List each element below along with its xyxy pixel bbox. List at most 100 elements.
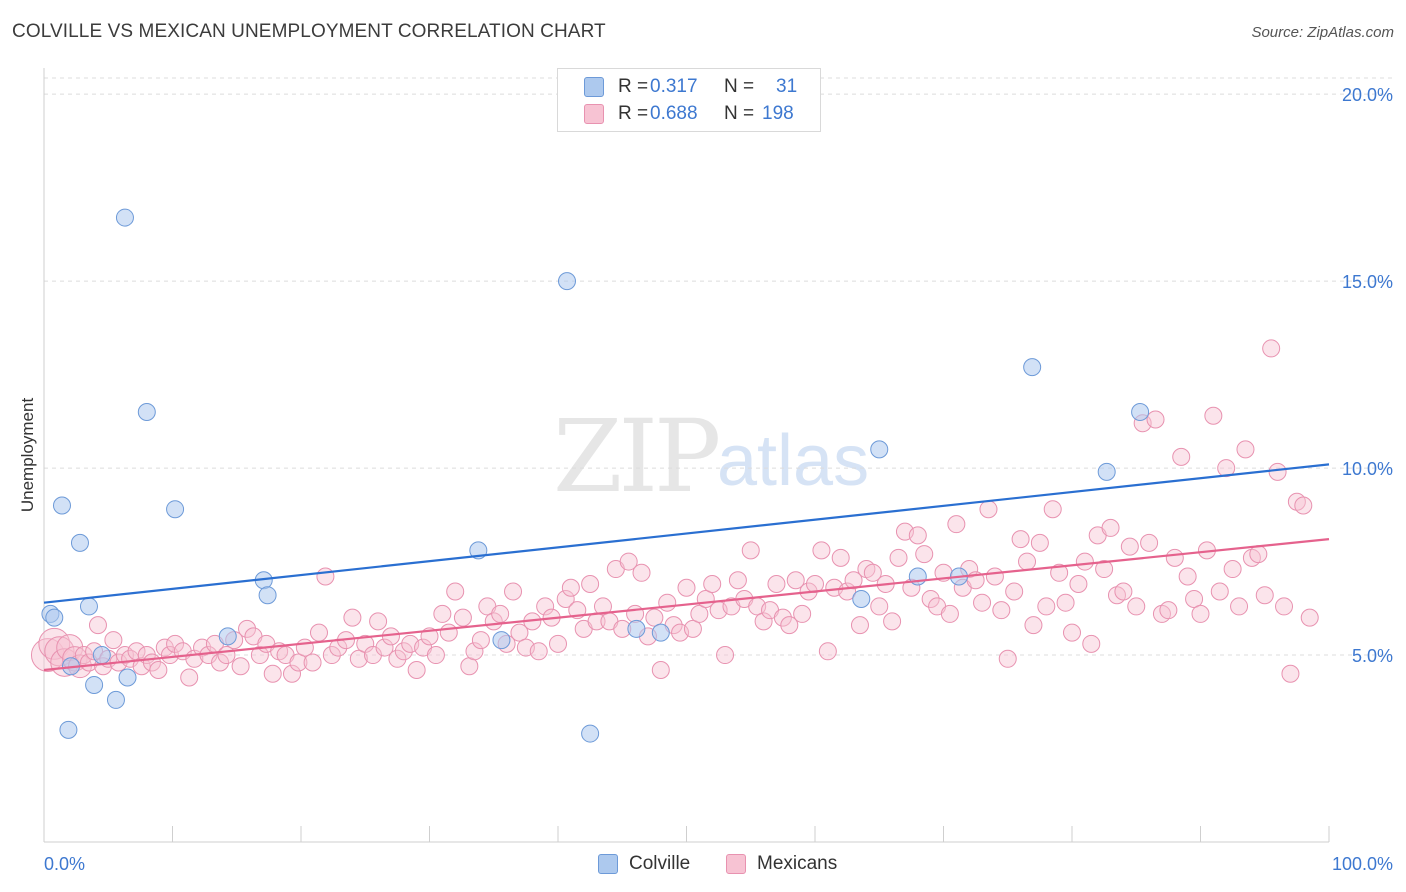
mexicans-point bbox=[316, 567, 335, 586]
mexicans-point bbox=[446, 582, 465, 601]
mexicans-point bbox=[369, 612, 388, 631]
mexicans-swatch bbox=[726, 854, 746, 874]
mexicans-point bbox=[1185, 589, 1204, 608]
mexicans-point bbox=[471, 631, 490, 650]
mexicans-point bbox=[211, 653, 230, 672]
mexicans-point bbox=[812, 541, 831, 560]
mexicans-point bbox=[1268, 462, 1287, 481]
legend-label: Colville bbox=[629, 853, 691, 874]
mexicans-point bbox=[921, 589, 940, 608]
colville-point bbox=[115, 208, 134, 227]
mexicans-point bbox=[322, 646, 341, 665]
mexicans-point bbox=[407, 661, 426, 679]
colville-swatch bbox=[598, 854, 618, 874]
colville-point bbox=[870, 440, 889, 459]
mexicans-point bbox=[1178, 567, 1197, 586]
mexicans-point bbox=[1146, 410, 1165, 429]
mexicans-point bbox=[1223, 560, 1242, 579]
n-value: 198 bbox=[762, 103, 794, 124]
mexicans-point bbox=[915, 545, 934, 564]
mexicans-point bbox=[88, 616, 107, 635]
mexicans-point bbox=[998, 649, 1017, 668]
colville-point bbox=[52, 496, 71, 515]
colville-point bbox=[218, 627, 237, 646]
mexicans-point bbox=[166, 634, 185, 653]
mexicans-point bbox=[510, 623, 529, 642]
mexicans-point bbox=[1005, 582, 1024, 601]
mexicans-point bbox=[1120, 537, 1139, 556]
mexicans-point bbox=[388, 649, 407, 668]
mexicans-point bbox=[773, 608, 792, 627]
mexicans-point bbox=[250, 646, 269, 665]
r-value: 0.317 bbox=[650, 76, 698, 97]
mexicans-point bbox=[850, 616, 869, 635]
mexicans-point bbox=[619, 552, 638, 571]
mexicans-point bbox=[491, 604, 510, 623]
mexicans-point bbox=[940, 604, 959, 623]
legend-label: Mexicans bbox=[757, 853, 838, 874]
mexicans-point bbox=[780, 616, 799, 635]
mexicans-point bbox=[1140, 533, 1159, 552]
mexicans-point bbox=[529, 642, 548, 661]
mexicans-point bbox=[1050, 563, 1069, 582]
mexicans-point bbox=[231, 657, 250, 676]
colville-point bbox=[106, 690, 125, 709]
mexicans-point bbox=[1172, 447, 1191, 466]
mexicans-point bbox=[716, 646, 735, 665]
mexicans-point bbox=[863, 563, 882, 582]
mexicans-point bbox=[754, 612, 773, 631]
mexicans-point bbox=[1191, 604, 1210, 623]
mexicans-point bbox=[632, 563, 651, 582]
mexicans-point bbox=[180, 668, 199, 687]
chart-title: COLVILLE VS MEXICAN UNEMPLOYMENT CORRELA… bbox=[12, 21, 606, 42]
mexicans-point bbox=[238, 619, 257, 638]
colville-point bbox=[651, 623, 670, 642]
mexicans-point bbox=[453, 608, 472, 627]
mexicans-point bbox=[1165, 548, 1184, 567]
colville-point bbox=[85, 675, 104, 694]
trend-layer bbox=[43, 463, 1330, 672]
mexicans-point bbox=[889, 548, 908, 567]
mexicans-point bbox=[561, 578, 580, 597]
mexicans-point bbox=[870, 597, 889, 616]
mexicans-point bbox=[992, 601, 1011, 620]
mexicans-point bbox=[645, 608, 664, 627]
mexicans-point bbox=[677, 578, 696, 597]
mexicans-point bbox=[793, 604, 812, 623]
mexicans-point bbox=[1255, 586, 1274, 605]
colville-point bbox=[852, 589, 871, 608]
mexicans-point bbox=[1095, 560, 1114, 579]
mexicans-point bbox=[1159, 601, 1178, 620]
colville-point bbox=[1097, 462, 1116, 481]
colville-point bbox=[627, 619, 646, 638]
mexicans-point bbox=[626, 604, 645, 623]
mexicans-point bbox=[947, 515, 966, 534]
mexicans-point bbox=[38, 627, 71, 660]
mexicans-point bbox=[556, 589, 575, 608]
mexicans-point bbox=[1294, 496, 1313, 515]
mexicans-point bbox=[1011, 530, 1030, 549]
colville-point bbox=[79, 597, 98, 616]
mexicans-point bbox=[536, 597, 555, 616]
mexicans-point bbox=[1018, 552, 1037, 571]
r-label: R = bbox=[618, 76, 649, 97]
mexicans-point bbox=[973, 593, 992, 612]
mexicans-swatch bbox=[584, 104, 604, 124]
mexicans-point bbox=[375, 638, 394, 657]
source-label: Source: ZipAtlas.com bbox=[1251, 24, 1394, 41]
mexicans-point bbox=[263, 664, 282, 683]
mexicans-point bbox=[1230, 597, 1249, 616]
mexicans-point bbox=[149, 661, 168, 679]
mexicans-point bbox=[581, 575, 600, 593]
mexicans-point bbox=[1069, 575, 1088, 593]
mexicans-point bbox=[1043, 500, 1062, 519]
mexicans-point bbox=[831, 548, 850, 567]
mexicans-point bbox=[283, 664, 302, 683]
y-axis-label: Unemployment bbox=[18, 398, 37, 513]
mexicans-point bbox=[460, 657, 479, 676]
mexicans-point bbox=[309, 623, 328, 642]
mexicans-point bbox=[1204, 406, 1223, 425]
mexicans-point bbox=[741, 541, 760, 560]
y-tick-label: 10.0% bbox=[1342, 459, 1393, 479]
